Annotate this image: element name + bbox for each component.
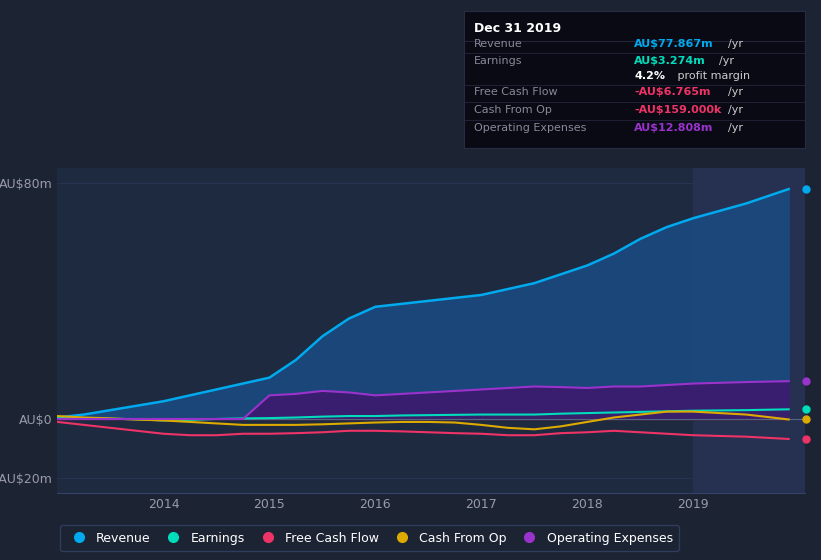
Text: -AU$6.765m: -AU$6.765m (635, 87, 711, 97)
Text: Dec 31 2019: Dec 31 2019 (474, 22, 562, 35)
Text: Revenue: Revenue (474, 39, 523, 49)
Text: AU$77.867m: AU$77.867m (635, 39, 713, 49)
Text: AU$3.274m: AU$3.274m (635, 55, 706, 66)
Text: Earnings: Earnings (474, 55, 523, 66)
Text: Free Cash Flow: Free Cash Flow (474, 87, 557, 97)
Legend: Revenue, Earnings, Free Cash Flow, Cash From Op, Operating Expenses: Revenue, Earnings, Free Cash Flow, Cash … (60, 525, 679, 551)
Text: -AU$159.000k: -AU$159.000k (635, 105, 722, 115)
Text: 4.2%: 4.2% (635, 71, 665, 81)
Point (799, 435, 812, 444)
Text: /yr: /yr (727, 39, 742, 49)
Bar (693, 168, 805, 493)
Text: /yr: /yr (727, 123, 742, 133)
Text: /yr: /yr (727, 87, 742, 97)
Text: Cash From Op: Cash From Op (474, 105, 552, 115)
Text: /yr: /yr (718, 55, 734, 66)
Text: AU$12.808m: AU$12.808m (635, 123, 713, 133)
Point (799, 415, 812, 424)
Text: /yr: /yr (727, 105, 742, 115)
Point (799, 185, 812, 194)
Point (799, 377, 812, 386)
Text: Operating Expenses: Operating Expenses (474, 123, 586, 133)
Text: profit margin: profit margin (673, 71, 750, 81)
Point (799, 405, 812, 414)
